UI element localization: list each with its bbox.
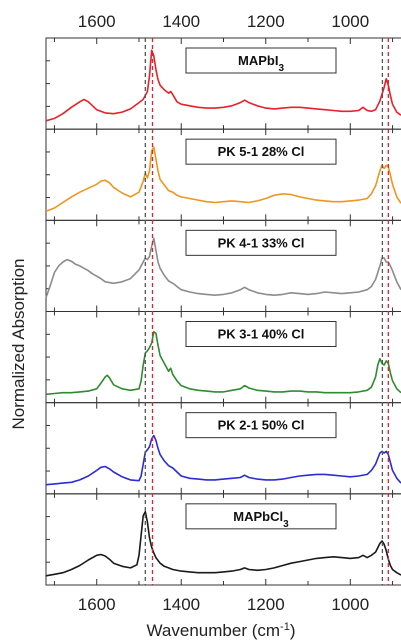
series-label-box: [185, 138, 337, 165]
series-label-5: PK 2-1 50% Cl: [218, 418, 305, 433]
series-line-3: [45, 237, 401, 298]
tick-labels-layer: 1600 1600 1400 1400 1200 1200 1000 1000: [78, 12, 369, 614]
x-tick-label-top: 1000: [331, 12, 369, 31]
x-axis-title-main: Wavenumber (cm: [147, 621, 281, 640]
y-axis-title: Normalized Absorption: [9, 258, 28, 429]
series-label-box: [185, 503, 337, 530]
series-line-1: [45, 49, 401, 122]
series-label-3: PK 4-1 33% Cl: [218, 235, 305, 250]
panel-1: MAPbI3: [45, 37, 401, 130]
panel-6: MAPbCl3: [45, 493, 401, 586]
x-tick-label-bottom: 1600: [78, 595, 116, 614]
series-line-6: [45, 510, 401, 577]
panel-3: PK 4-1 33% Cl: [45, 219, 401, 312]
series-label-box: [185, 229, 337, 256]
panel-2: PK 5-1 28% Cl: [45, 128, 401, 221]
series-label-sub: 3: [283, 518, 289, 529]
series-label-1: MAPbI3: [238, 53, 284, 74]
series-label-main: PK 5-1 28% Cl: [218, 144, 305, 159]
series-label-main: PK 3-1 40% Cl: [218, 327, 305, 342]
x-tick-label-top: 1600: [78, 12, 116, 31]
series-label-box: [185, 47, 337, 74]
x-axis-title-tail: ): [290, 621, 296, 640]
x-tick-label-top: 1200: [247, 12, 285, 31]
series-label-main: MAPbCl: [233, 509, 283, 524]
series-line-5: [45, 434, 401, 486]
series-label-main: MAPbI: [238, 53, 278, 68]
series-line-4: [45, 331, 401, 396]
series-label-2: PK 5-1 28% Cl: [218, 144, 305, 159]
series-label-4: PK 3-1 40% Cl: [218, 327, 305, 342]
series-label-main: PK 4-1 33% Cl: [218, 235, 305, 250]
x-tick-label-bottom: 1000: [331, 595, 369, 614]
series-label-sub: 3: [278, 63, 284, 74]
panel-4: PK 3-1 40% Cl: [45, 311, 401, 404]
series-label-box: [185, 321, 337, 347]
x-axis-title: Wavenumber (cm-1): [147, 621, 296, 640]
series-line-2: [45, 146, 401, 212]
x-axis-title-sup: -1: [280, 621, 290, 633]
series-label-6: MAPbCl3: [233, 509, 289, 530]
reference-lines-layer: [144, 38, 389, 585]
x-tick-label-bottom: 1400: [162, 595, 200, 614]
series-label-box: [185, 412, 337, 439]
x-tick-label-bottom: 1200: [247, 595, 285, 614]
series-label-main: PK 2-1 50% Cl: [218, 418, 305, 433]
panel-5: PK 2-1 50% Cl: [45, 402, 401, 495]
x-tick-label-top: 1400: [162, 12, 200, 31]
